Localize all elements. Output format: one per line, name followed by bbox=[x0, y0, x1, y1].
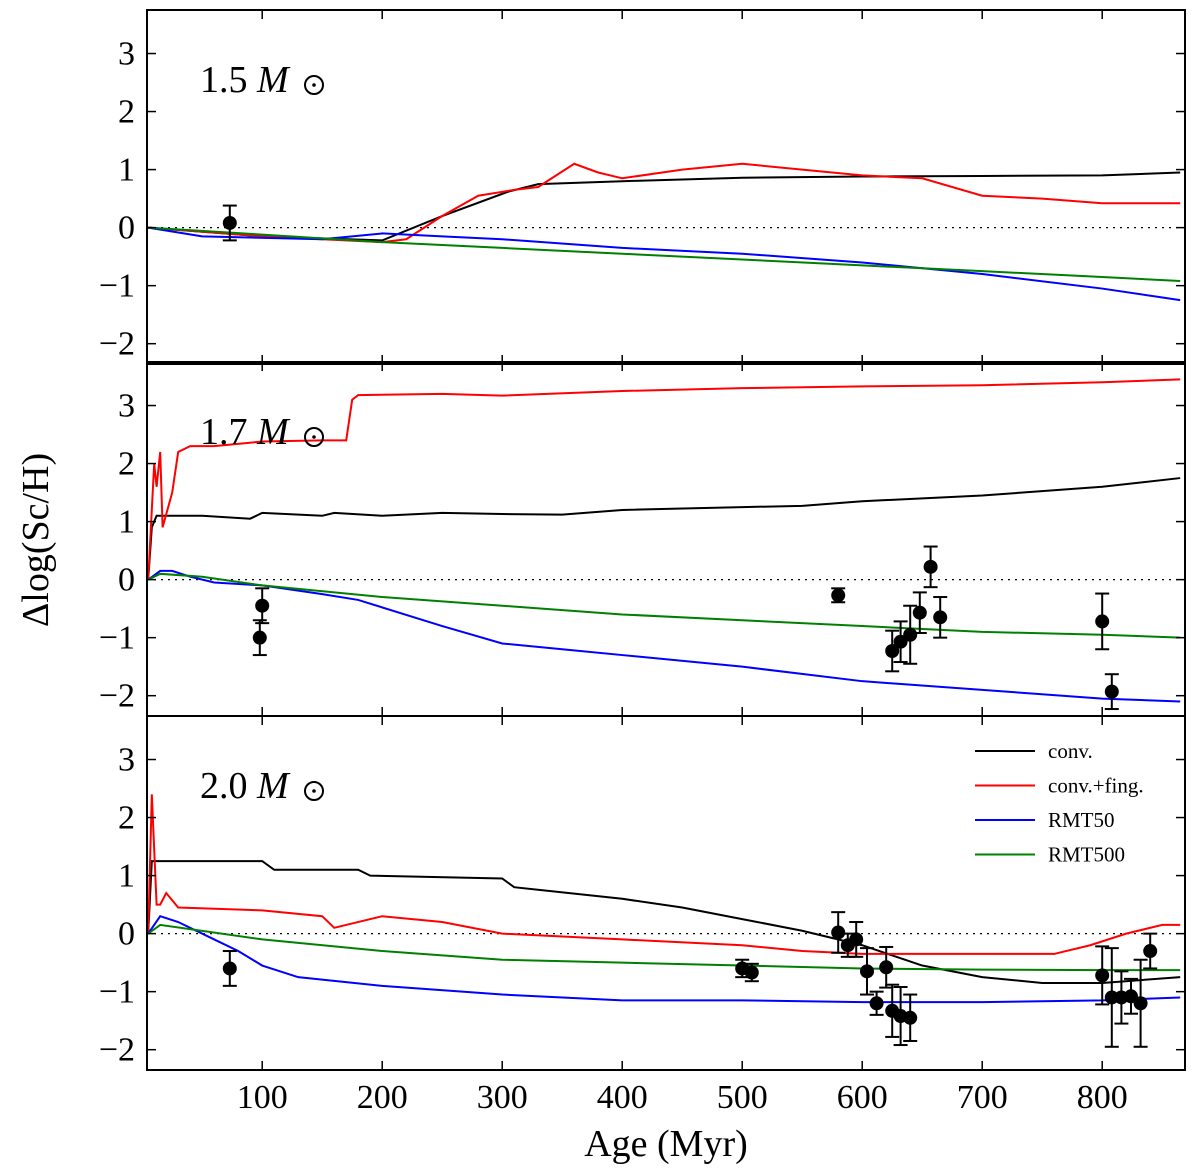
data-point bbox=[933, 610, 948, 625]
x-tick-label: 200 bbox=[357, 1079, 408, 1116]
data-point bbox=[923, 559, 938, 574]
sun-symbol-icon bbox=[304, 75, 324, 95]
y-tick-label: 0 bbox=[118, 562, 135, 599]
y-tick-label: 3 bbox=[118, 36, 135, 73]
data-point bbox=[1095, 968, 1110, 983]
y-tick-label: 3 bbox=[118, 742, 135, 779]
data-point bbox=[1143, 944, 1158, 959]
y-tick-label: 0 bbox=[118, 916, 135, 953]
series-line-conv-fing- bbox=[147, 378, 1181, 580]
x-tick-label: 500 bbox=[717, 1079, 768, 1116]
data-point bbox=[1095, 614, 1110, 629]
data-point bbox=[252, 630, 267, 645]
y-tick-label: 1 bbox=[118, 152, 135, 189]
data-point bbox=[1133, 996, 1148, 1011]
panel-mass-label: 1.5 M bbox=[200, 59, 291, 101]
y-tick-label: 2 bbox=[118, 800, 135, 837]
data-point bbox=[879, 960, 894, 975]
y-tick-label: 1 bbox=[118, 858, 135, 895]
series-line-conv- bbox=[147, 860, 1181, 984]
sun-symbol-icon bbox=[304, 781, 324, 801]
panel-frame bbox=[146, 361, 1186, 717]
legend-label: conv.+fing. bbox=[1048, 774, 1144, 798]
x-tick-label: 700 bbox=[957, 1079, 1008, 1116]
data-point bbox=[869, 996, 884, 1011]
y-tick-label: −1 bbox=[99, 268, 135, 305]
y-tick-label: 0 bbox=[118, 210, 135, 247]
x-tick-label: 800 bbox=[1077, 1079, 1128, 1116]
sun-symbol-icon bbox=[304, 427, 324, 447]
y-tick-label: −1 bbox=[99, 974, 135, 1011]
series-line-conv- bbox=[148, 171, 1181, 242]
data-point bbox=[831, 588, 846, 603]
panel-frame bbox=[146, 715, 1186, 1071]
series-line-rmt500 bbox=[147, 572, 1181, 639]
series-line-rmt50 bbox=[148, 226, 1181, 302]
data-point bbox=[885, 644, 900, 659]
series-line-rmt50 bbox=[147, 569, 1181, 703]
series-line-rmt50 bbox=[147, 915, 1181, 1004]
y-tick-label: 2 bbox=[118, 446, 135, 483]
data-point bbox=[903, 627, 918, 642]
data-point bbox=[1104, 990, 1119, 1005]
sun-symbol-dot bbox=[312, 789, 316, 793]
data-point bbox=[744, 965, 759, 980]
panel-1: 3 2 1 0 −1 −2 1.7 M bbox=[99, 361, 1186, 717]
y-tick-label: −2 bbox=[99, 678, 135, 715]
data-point bbox=[903, 1010, 918, 1025]
x-axis-label: Age (Myr) bbox=[584, 1123, 748, 1165]
data-point bbox=[893, 634, 908, 649]
data-point bbox=[912, 605, 927, 620]
data-point bbox=[222, 215, 237, 230]
panel-frame bbox=[146, 9, 1186, 365]
series-line-conv- bbox=[147, 477, 1181, 580]
y-tick-label: −2 bbox=[99, 1032, 135, 1069]
panel-0: 3 2 1 0 −1 −2 1.5 M bbox=[99, 9, 1186, 365]
data-point bbox=[1104, 684, 1119, 699]
panel-mass-label: 1.7 M bbox=[200, 411, 291, 453]
data-point bbox=[831, 925, 846, 940]
y-tick-label: −2 bbox=[99, 326, 135, 363]
series-line-conv-fing- bbox=[147, 794, 1181, 955]
legend-label: conv. bbox=[1048, 739, 1093, 763]
legend-label: RMT50 bbox=[1048, 808, 1115, 832]
x-tick-label: 600 bbox=[837, 1079, 888, 1116]
x-tick-label: 300 bbox=[477, 1079, 528, 1116]
y-axis-label: Δlog(Sc/H) bbox=[15, 453, 57, 627]
sun-symbol-dot bbox=[312, 435, 316, 439]
data-point bbox=[222, 961, 237, 976]
legend-label: RMT500 bbox=[1048, 843, 1125, 867]
data-point bbox=[849, 932, 864, 947]
data-point bbox=[1124, 989, 1138, 1004]
data-point bbox=[860, 964, 874, 979]
sun-symbol-dot bbox=[312, 83, 316, 87]
x-tick-label: 400 bbox=[597, 1079, 648, 1116]
y-tick-label: −1 bbox=[99, 620, 135, 657]
y-tick-label: 2 bbox=[118, 94, 135, 131]
y-tick-label: 3 bbox=[118, 388, 135, 425]
y-tick-label: 1 bbox=[118, 504, 135, 541]
panel-mass-label: 2.0 M bbox=[200, 765, 291, 807]
panel-2: 3 2 1 0 −1 −2 2.0 M conv. conv.+fing. RMT50 RMT500 bbox=[99, 715, 1186, 1071]
series-line-rmt500 bbox=[148, 226, 1181, 283]
data-point bbox=[255, 598, 270, 613]
x-tick-label: 100 bbox=[237, 1079, 288, 1116]
series-line-rmt500 bbox=[147, 923, 1181, 972]
